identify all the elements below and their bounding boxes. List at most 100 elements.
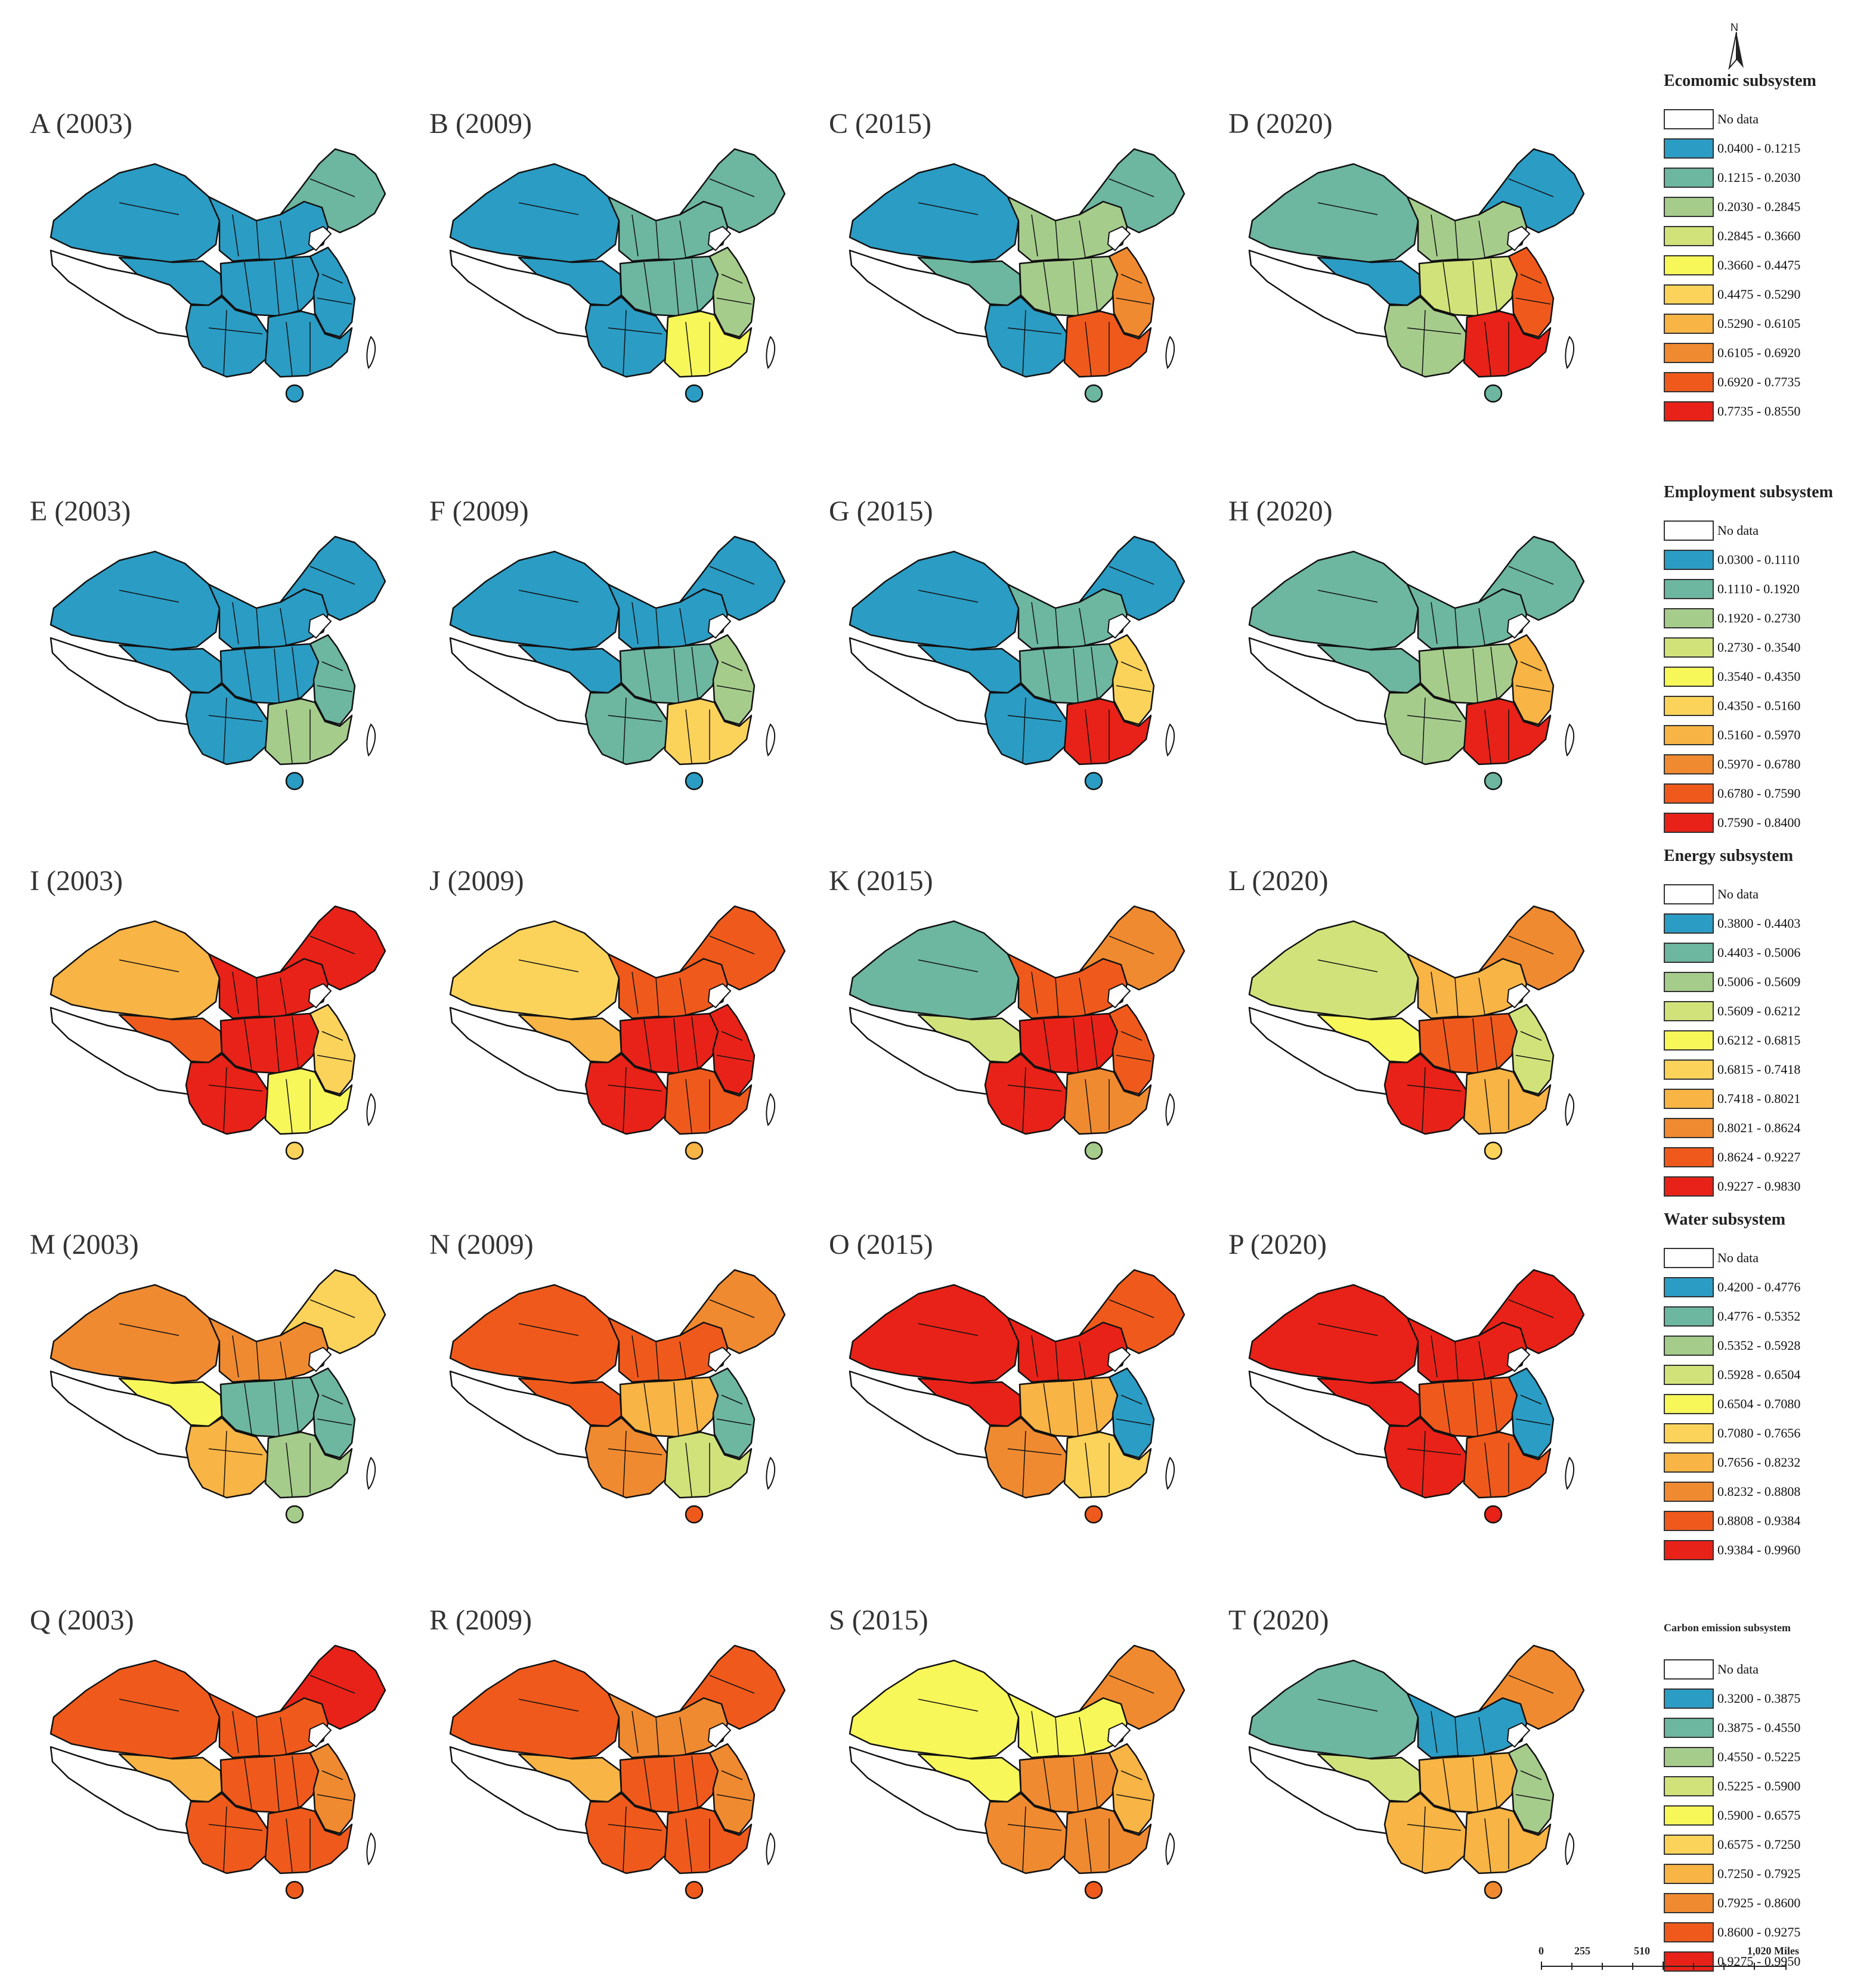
province-boundary: [1454, 220, 1459, 260]
legend-label: 0.9227 - 0.9830: [1717, 1179, 1801, 1194]
legend-swatch: [1664, 1001, 1714, 1021]
legend-label: 0.7590 - 0.8400: [1717, 815, 1801, 830]
region-hainan: [1084, 1880, 1103, 1900]
region-ne: [279, 535, 386, 621]
legend-item: 0.5006 - 0.5609: [1664, 970, 1800, 994]
legend-label: 0.3200 - 0.3875: [1717, 1691, 1801, 1706]
province-boundary: [1478, 220, 1485, 258]
legend-swatch: [1664, 1089, 1714, 1109]
legend-label: 0.5006 - 0.5609: [1717, 974, 1801, 989]
legend-label: No data: [1717, 887, 1759, 901]
legend-item: 0.6920 - 0.7735: [1664, 370, 1800, 394]
china-map: [849, 1269, 1185, 1524]
legend-swatch: [1664, 1482, 1714, 1502]
china-map: [849, 1644, 1185, 1900]
province-boundary: [223, 697, 227, 764]
china-map: [49, 535, 386, 791]
region-ne: [679, 1269, 786, 1355]
region-ne: [279, 905, 386, 991]
region-north: [1007, 1692, 1128, 1759]
province-boundary: [1442, 649, 1451, 701]
province-boundary: [1116, 1055, 1151, 1062]
region-hainan: [285, 1141, 304, 1160]
region-central: [1418, 1012, 1518, 1074]
panel-label: T (2020): [1228, 1604, 1329, 1636]
province-boundary: [1490, 1380, 1497, 1432]
legend-label: 0.4776 - 0.5352: [1717, 1309, 1801, 1324]
province-boundary: [1472, 1381, 1478, 1436]
province-boundary: [643, 1758, 652, 1810]
map-panel: G (2015): [829, 495, 1211, 829]
province-boundary: [1022, 697, 1026, 764]
region-east: [1108, 1743, 1155, 1835]
legend-swatch: [1664, 401, 1714, 422]
legend-item: 0.6780 - 0.7590: [1664, 782, 1800, 805]
legend-item: 0.9275 - 0.9950: [1664, 1950, 1800, 1973]
province-boundary: [1091, 646, 1098, 698]
region-nw: [49, 550, 221, 651]
province-boundary: [1031, 971, 1038, 1014]
province-boundary: [1454, 1716, 1459, 1756]
panel-label: I (2003): [30, 865, 123, 897]
province-boundary: [655, 608, 660, 647]
region-hainan: [285, 771, 304, 791]
region-nw: [449, 920, 620, 1021]
region-north: [208, 1316, 329, 1383]
province-boundary: [1007, 1085, 1062, 1092]
legend-item: 0.0400 - 0.1215: [1664, 137, 1800, 160]
province-boundary: [1109, 566, 1154, 585]
taiwan-outline: [766, 1093, 776, 1126]
region-north: [1007, 953, 1128, 1020]
legend-item: 0.4475 - 0.5290: [1664, 283, 1800, 306]
legend-label: 0.4403 - 0.5006: [1717, 945, 1801, 960]
panel-label: E (2003): [30, 495, 131, 527]
panel-label: N (2009): [429, 1229, 534, 1260]
province-boundary: [1120, 1770, 1143, 1780]
region-east: [309, 246, 356, 338]
legend-swatch: [1664, 1147, 1714, 1167]
legend: Employment subsystem No data 0.0300 - 0.11…: [1664, 483, 1866, 833]
province-boundary: [1031, 214, 1038, 257]
region-nw: [849, 920, 1020, 1021]
province-boundary: [292, 1755, 299, 1807]
legend-title: Ecomomic subsystem: [1664, 72, 1816, 90]
province-boundary: [631, 971, 639, 1014]
province-boundary: [1055, 1341, 1059, 1381]
region-east: [309, 1367, 356, 1459]
legend-label: 0.7080 - 0.7656: [1717, 1426, 1801, 1440]
china-map: [449, 1644, 786, 1900]
province-boundary: [721, 1031, 743, 1041]
bohai-sea: [707, 983, 732, 1009]
province-boundary: [317, 1418, 352, 1426]
legend-label: 0.6920 - 0.7735: [1717, 374, 1801, 389]
province-boundary: [1116, 1418, 1151, 1426]
region-north: [607, 1692, 729, 1759]
legend-swatch: [1664, 1805, 1714, 1826]
province-boundary: [1043, 1758, 1051, 1810]
region-north: [1406, 583, 1528, 650]
region-central: [219, 1752, 320, 1814]
region-east: [1507, 1367, 1555, 1459]
legend-title: Water subsystem: [1664, 1210, 1786, 1229]
legend-item: 0.6105 - 0.6920: [1664, 341, 1800, 365]
province-boundary: [709, 178, 755, 197]
province-boundary: [1079, 1341, 1086, 1379]
region-central: [619, 255, 719, 317]
region-ne: [279, 1269, 386, 1355]
panel-label: F (2009): [429, 495, 529, 527]
region-hainan: [685, 1505, 704, 1524]
legend-item: 0.5160 - 0.5970: [1664, 723, 1800, 747]
region-east: [708, 634, 756, 726]
region-nw: [1248, 920, 1419, 1021]
province-boundary: [608, 1085, 663, 1092]
taiwan-outline: [366, 1457, 376, 1490]
legend-label: 0.1920 - 0.2730: [1717, 611, 1801, 625]
legend-swatch: [1664, 884, 1714, 904]
region-nw: [1248, 550, 1419, 651]
legend-swatch: [1664, 168, 1714, 188]
china-map: [449, 1269, 786, 1524]
north-arrow-icon: [1728, 32, 1744, 70]
province-boundary: [1431, 1335, 1438, 1378]
legend-swatch: [1664, 783, 1714, 804]
legend-label: 0.5225 - 0.5900: [1717, 1778, 1801, 1793]
